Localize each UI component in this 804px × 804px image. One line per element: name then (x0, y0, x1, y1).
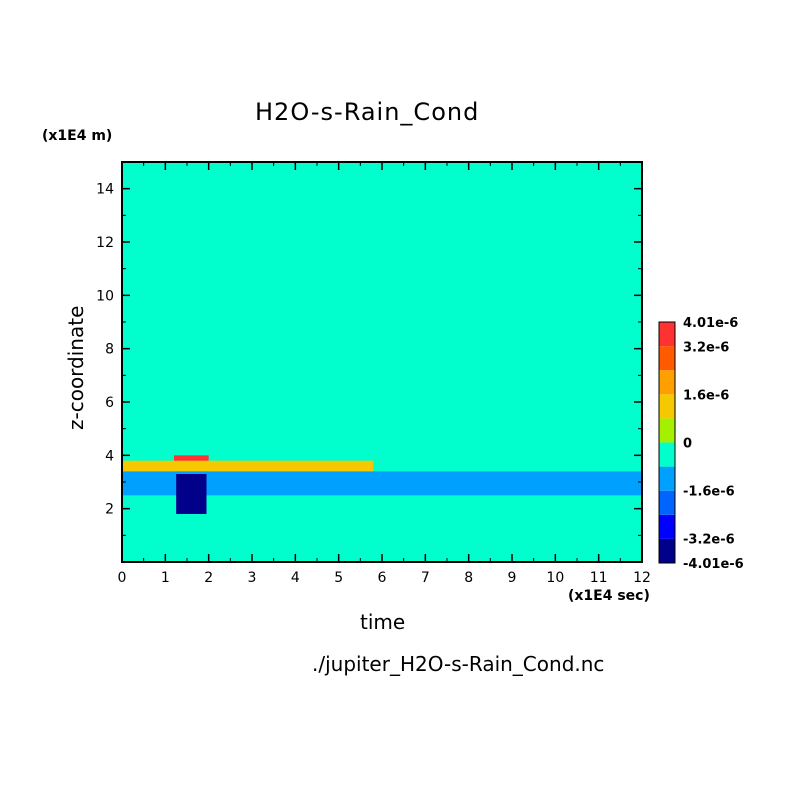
contour-region-6 (122, 460, 374, 472)
contour-region-3 (122, 471, 642, 496)
colorbar-label: 1.6e-6 (683, 388, 729, 403)
y-tick-label: 2 (105, 502, 114, 518)
colorbar-swatch (659, 322, 675, 347)
source-file-label: ./jupiter_H2O-s-Rain_Cond.nc (312, 652, 605, 676)
y-tick-label: 10 (96, 288, 114, 304)
colorbar-frame (658, 321, 676, 564)
y-unit-label: (x1E4 m) (42, 128, 113, 144)
colorbar: 4.01e-6 3.2e-6 1.6e-6 0 -1.6e-6 -3.2e-6 -4.01e… (658, 316, 744, 572)
colorbar-swatch (659, 442, 675, 467)
contour-region-2 (425, 335, 642, 434)
x-tick-label: 8 (464, 570, 473, 586)
x-tick-label: 10 (546, 570, 564, 586)
x-tick-label: 9 (508, 570, 517, 586)
x-tick-label: 5 (334, 570, 343, 586)
colorbar-label: 3.2e-6 (683, 340, 729, 355)
colorbar-swatch (659, 346, 675, 371)
colorbar-swatch (659, 394, 675, 419)
chart-title: H2O-s-Rain_Cond (255, 98, 480, 126)
colorbar-swatch (659, 418, 675, 443)
y-axis: 2 4 6 8 10 12 14 (96, 182, 642, 536)
y-axis-label: z-coordinate (64, 305, 88, 430)
x-axis-label: time (360, 610, 406, 634)
x-tick-label: 1 (161, 570, 170, 586)
colorbar-swatch (659, 490, 675, 515)
colorbar-swatch (659, 370, 675, 395)
plot-area (122, 162, 642, 562)
colorbar-label: -3.2e-6 (683, 533, 735, 548)
colorbar-label: -4.01e-6 (683, 557, 744, 572)
contour-region-4 (176, 474, 207, 514)
colorbar-label: 4.01e-6 (683, 316, 738, 331)
x-axis: 0 1 2 3 4 5 6 7 8 9 10 11 12 (118, 162, 651, 586)
contour-features (122, 162, 642, 514)
x-unit-label: (x1E4 sec) (568, 588, 650, 604)
x-tick-label: 6 (378, 570, 387, 586)
colorbar-label: -1.6e-6 (683, 485, 735, 500)
x-tick-label: 2 (204, 570, 213, 586)
colorbar-swatch (659, 514, 675, 539)
y-tick-label: 8 (105, 342, 114, 358)
x-tick-label: 11 (590, 570, 608, 586)
contour-region-0 (135, 162, 642, 226)
colorbar-swatch (659, 466, 675, 491)
x-tick-label: 12 (633, 570, 651, 586)
y-tick-label: 4 (105, 448, 114, 464)
x-tick-label: 0 (118, 570, 127, 586)
x-tick-label: 7 (421, 570, 430, 586)
x-tick-label: 3 (248, 570, 257, 586)
y-tick-label: 12 (96, 235, 114, 251)
y-tick-label: 14 (96, 182, 114, 198)
contour-region-1 (468, 295, 642, 314)
colorbar-label: 0 (683, 437, 692, 452)
x-tick-label: 4 (291, 570, 300, 586)
y-tick-label: 6 (105, 395, 114, 411)
colorbar-swatch (659, 538, 675, 563)
